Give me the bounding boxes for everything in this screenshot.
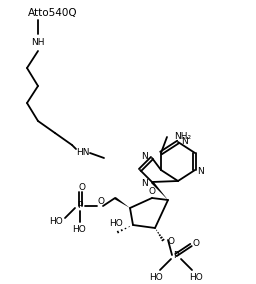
Text: HO: HO [72, 224, 86, 233]
Text: O: O [193, 239, 199, 248]
Text: N: N [198, 166, 204, 176]
Text: HO: HO [109, 220, 123, 229]
Text: N: N [142, 179, 148, 187]
Text: O: O [148, 187, 155, 197]
Text: P: P [173, 250, 179, 260]
Text: O: O [79, 183, 86, 191]
Text: NH₂: NH₂ [174, 131, 191, 141]
Text: HO: HO [189, 273, 203, 281]
Polygon shape [151, 181, 168, 200]
Text: NH: NH [31, 37, 45, 47]
Text: O: O [98, 197, 104, 206]
Text: Atto540Q: Atto540Q [28, 8, 78, 18]
Text: N: N [181, 137, 187, 145]
Text: P: P [77, 202, 83, 210]
Polygon shape [114, 197, 130, 208]
Text: O: O [167, 237, 174, 245]
Text: N: N [142, 151, 148, 160]
Text: HO: HO [149, 273, 163, 281]
Text: HN: HN [76, 147, 90, 156]
Text: HO: HO [49, 218, 63, 227]
